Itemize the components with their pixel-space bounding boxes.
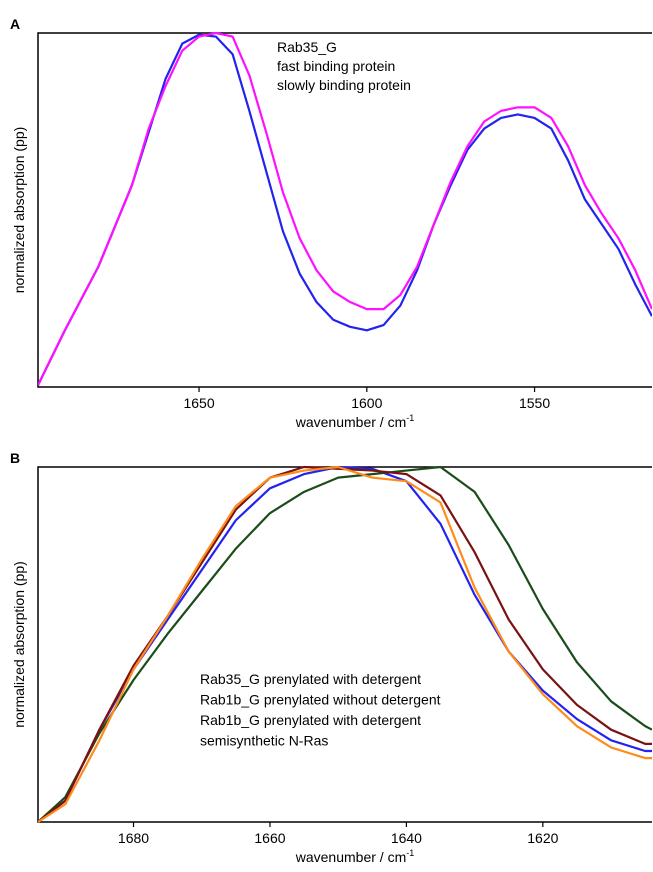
x-axis-label-text: wavenumber / cm xyxy=(295,414,406,430)
data-line xyxy=(38,33,652,386)
x-axis-label: wavenumber / cm-1 xyxy=(295,413,415,430)
x-tick-label: 1600 xyxy=(351,395,382,411)
y-axis-label: normalized absorption (pp) xyxy=(11,561,27,728)
x-axis-label-sup: -1 xyxy=(406,413,414,423)
x-axis-label-sup: -1 xyxy=(406,848,414,858)
data-line xyxy=(38,31,652,386)
panel-label: A xyxy=(10,16,20,32)
x-tick-label: 1550 xyxy=(519,395,550,411)
data-line xyxy=(38,465,652,823)
x-axis-label: wavenumber / cm-1 xyxy=(295,848,415,865)
legend-entry: Rab35_G prenylated with detergent xyxy=(200,671,421,687)
legend-entry: slowly binding protein xyxy=(277,77,411,93)
legend-entry: semisynthetic N-Ras xyxy=(200,733,328,749)
x-axis-label-text: wavenumber / cm xyxy=(295,849,406,865)
x-tick-label: 1660 xyxy=(254,830,285,846)
panel-label: B xyxy=(10,450,20,466)
x-tick-label: 1650 xyxy=(183,395,214,411)
y-axis-label: normalized absorption (pp) xyxy=(11,127,27,294)
legend-entry: Rab1b_G prenylated without detergent xyxy=(200,692,441,708)
axis-frame xyxy=(37,32,652,388)
data-line xyxy=(38,465,652,823)
axis-frame xyxy=(37,466,652,823)
x-tick-label: 1680 xyxy=(118,830,149,846)
data-line xyxy=(38,465,652,823)
data-line xyxy=(38,465,652,823)
x-tick-label: 1640 xyxy=(391,830,422,846)
x-tick-label: 1620 xyxy=(527,830,558,846)
legend-entry: fast binding protein xyxy=(277,58,395,74)
legend-entry: Rab1b_G prenylated with detergent xyxy=(200,712,421,728)
legend-title: Rab35_G xyxy=(277,39,337,55)
